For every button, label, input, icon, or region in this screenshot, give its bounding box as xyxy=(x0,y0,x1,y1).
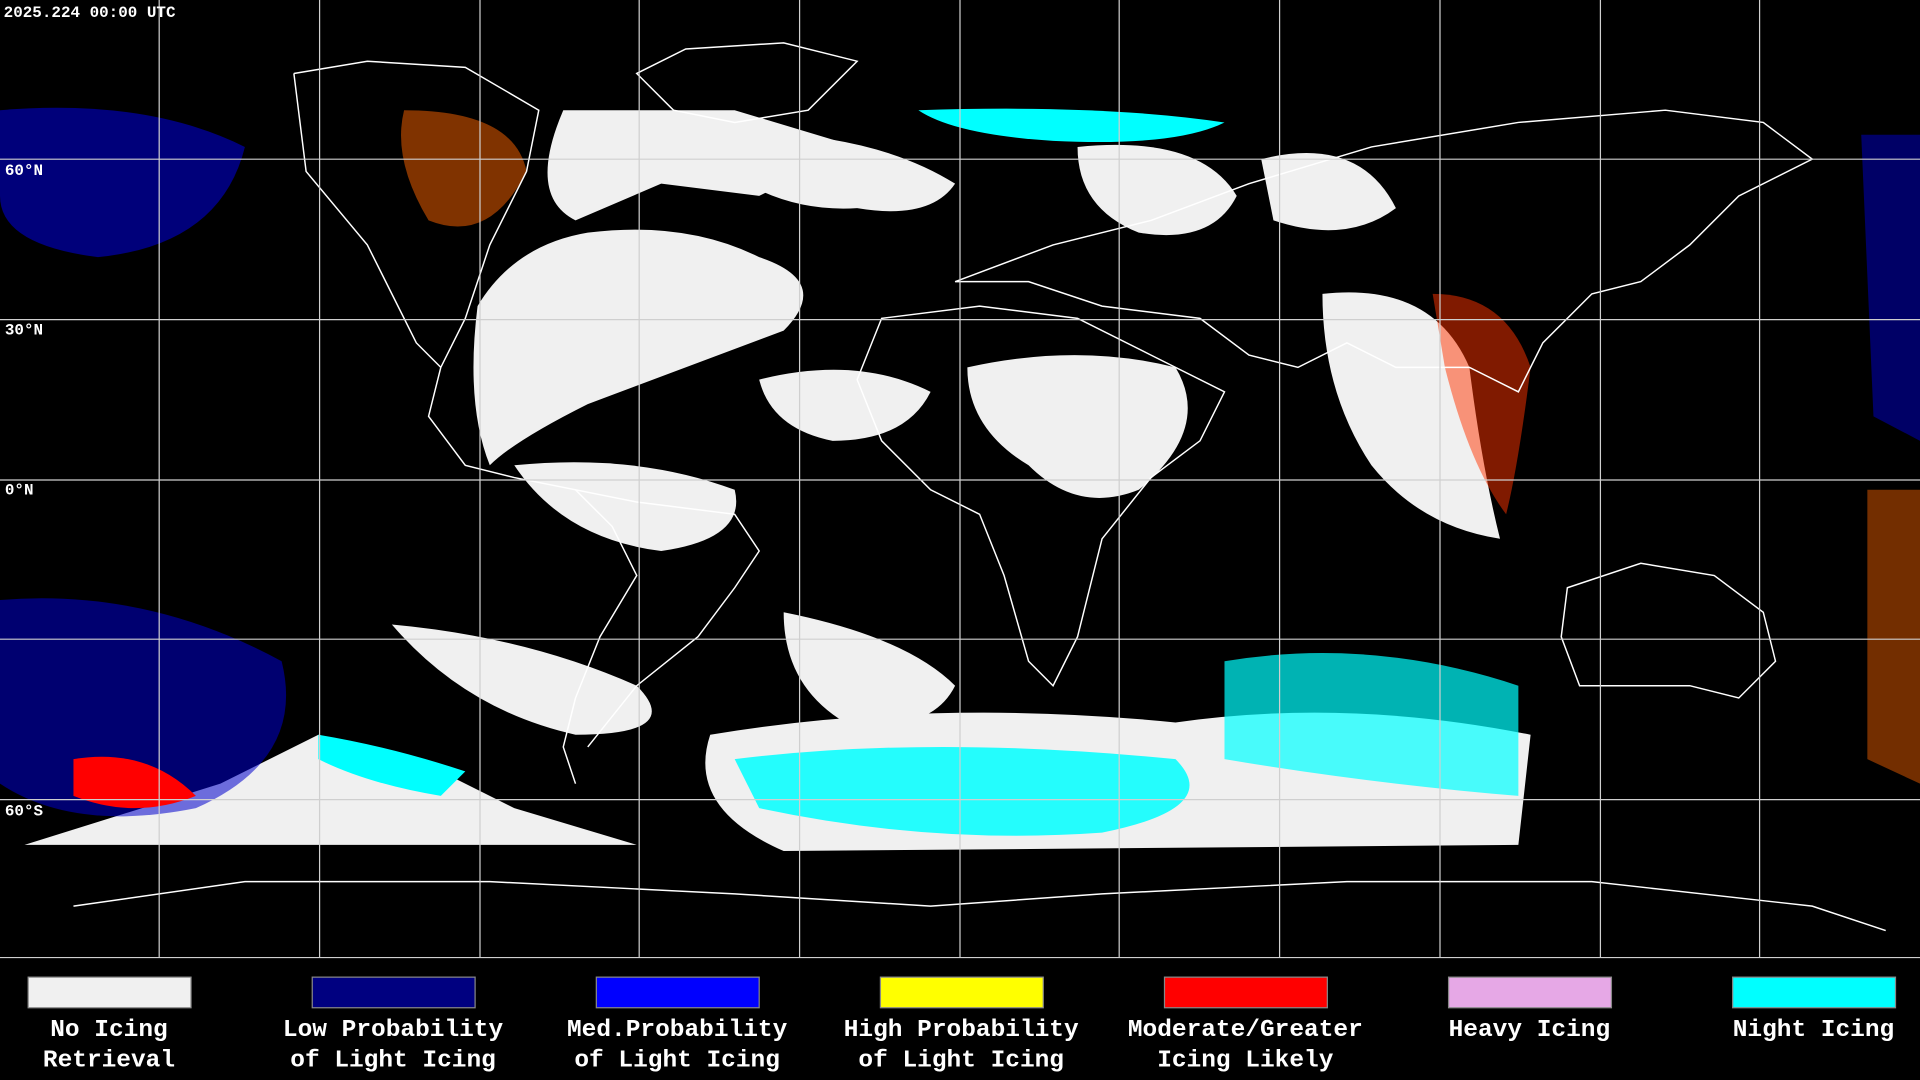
legend-label: No Icing xyxy=(50,1017,167,1044)
night-cloud xyxy=(734,746,1190,836)
night-cloud xyxy=(918,108,1225,143)
legend-label: of Light Icing xyxy=(858,1048,1064,1075)
cloud xyxy=(759,369,931,441)
icing-area xyxy=(0,107,245,258)
cloud xyxy=(514,462,737,552)
coastlines xyxy=(73,42,1886,932)
icing-area xyxy=(0,598,287,817)
icing-area xyxy=(1432,293,1531,515)
legend-swatch xyxy=(595,976,760,1009)
legend-label: Retrieval xyxy=(43,1048,175,1075)
coastline xyxy=(856,305,1226,687)
cloud xyxy=(1261,153,1396,231)
cloud xyxy=(685,132,956,212)
icing-area xyxy=(1867,489,1920,784)
imagery xyxy=(0,107,1920,852)
legend-swatch xyxy=(1163,976,1328,1009)
disk-area xyxy=(24,107,1537,852)
coastline xyxy=(635,42,859,124)
coastline xyxy=(73,880,1886,932)
timestamp: 2025.224 00:00 UTC xyxy=(4,4,176,22)
coastline xyxy=(575,489,761,748)
cloud xyxy=(783,612,956,725)
cloud xyxy=(967,355,1188,498)
legend: No Icing Retrieval Low Probability of Light… xyxy=(27,976,1897,1075)
legend-label: Low Probability xyxy=(283,1017,504,1044)
legend-label: High Probability xyxy=(844,1017,1079,1044)
legend-label: Night Icing xyxy=(1733,1017,1895,1044)
legend-label: Moderate/Greater xyxy=(1128,1017,1363,1044)
icing-area xyxy=(401,110,527,227)
legend-swatch xyxy=(1447,976,1613,1009)
graticule xyxy=(0,0,1920,959)
latitude-labels: 60°N 30°N 0°N 60°S xyxy=(5,162,44,820)
cloud xyxy=(391,624,652,735)
latitude-label: 60°N xyxy=(5,162,43,180)
cloud xyxy=(473,229,804,466)
legend-swatch xyxy=(311,976,476,1009)
night-cloud xyxy=(318,734,466,796)
cloud xyxy=(24,734,637,845)
icing-area xyxy=(1861,134,1920,441)
coastline xyxy=(1560,562,1777,699)
latitude-label: 0°N xyxy=(5,482,34,500)
coastline xyxy=(293,60,638,784)
cloud xyxy=(1077,144,1237,236)
legend-label: Heavy Icing xyxy=(1449,1017,1611,1044)
latitude-label: 60°S xyxy=(5,803,44,821)
legend-label: Med.Probability xyxy=(567,1017,788,1044)
legend-swatch xyxy=(27,976,192,1009)
latitude-label: 30°N xyxy=(5,321,43,339)
coastline xyxy=(954,109,1814,393)
icing-area xyxy=(73,756,196,809)
legend-label: of Light Icing xyxy=(290,1048,496,1075)
legend-swatch xyxy=(879,976,1044,1009)
legend-label: Icing Likely xyxy=(1157,1048,1334,1075)
legend-label: of Light Icing xyxy=(574,1048,780,1075)
legend-swatch xyxy=(1732,976,1897,1009)
coastline xyxy=(293,73,442,368)
night-cloud xyxy=(1224,653,1519,796)
